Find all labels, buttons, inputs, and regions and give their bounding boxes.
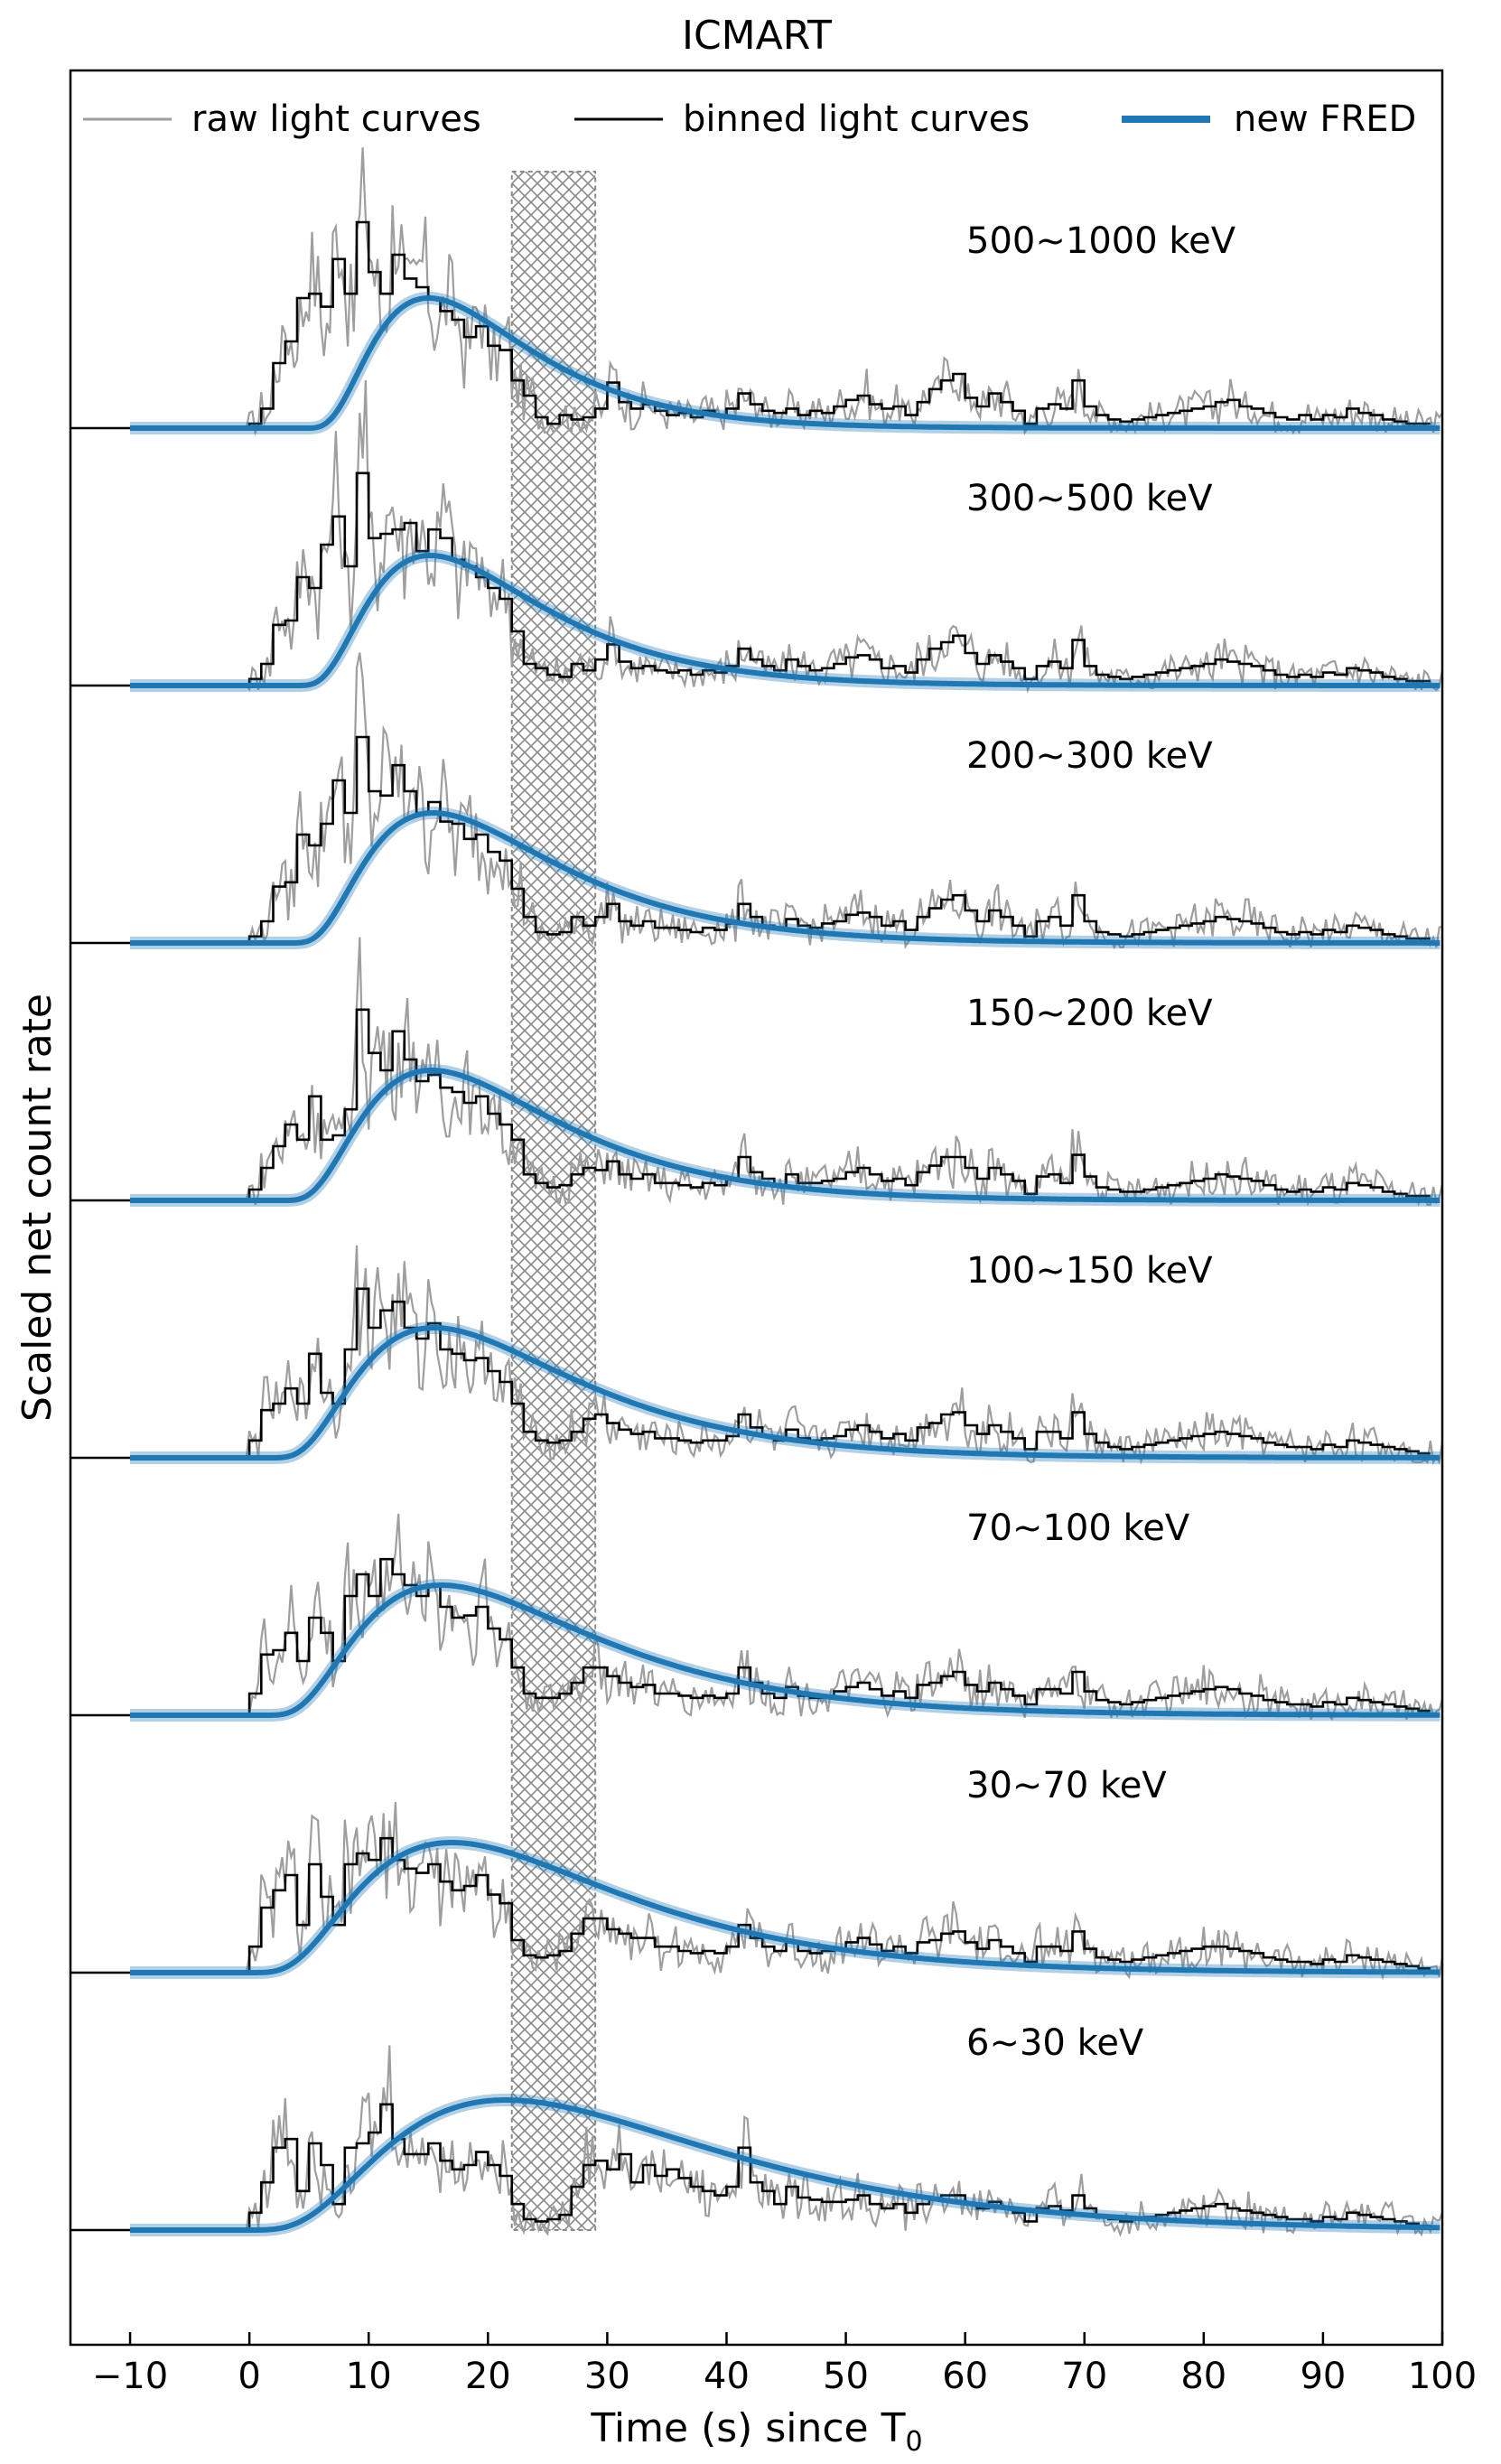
fred-model-curve [129, 2097, 1440, 2233]
energy-band-label: 30~70 keV [966, 1765, 1167, 1806]
series-layer: 500~1000 keV 300~500 keV 200~300 keV 150~20… [70, 147, 1442, 2238]
energy-band-label: 6~30 keV [966, 2022, 1144, 2064]
series-2: 300~500 keV [70, 380, 1442, 694]
binned-light-curve [130, 2103, 1431, 2232]
x-tick-label: 70 [1061, 2356, 1107, 2397]
series-8: 6~30 keV [70, 2022, 1442, 2238]
x-axis-label: Time (s) since T0 [590, 2405, 922, 2458]
shaded-interval-layer [510, 171, 597, 2231]
binned-light-curve [130, 735, 1431, 945]
y-axis-label: Scaled net count rate [14, 994, 61, 1422]
fred-model-curve [129, 553, 1440, 688]
fred-model-curve [129, 810, 1440, 946]
energy-band-label: 150~200 keV [966, 993, 1213, 1034]
energy-band-label: 70~100 keV [966, 1507, 1190, 1549]
x-tick-label: 80 [1180, 2356, 1226, 2397]
x-tick-label: −10 [92, 2356, 168, 2397]
fred-uncertainty-band [126, 1064, 1442, 1207]
raw-light-curve [130, 652, 1442, 950]
x-axis: −10 0 10 20 30 40 50 60 70 80 90 100 [92, 2332, 1477, 2397]
legend-fred-label: new FRED [1234, 98, 1416, 140]
legend-binned-label: binned light curves [683, 98, 1030, 140]
energy-band-label: 100~150 keV [966, 1250, 1213, 1292]
series-3: 200~300 keV [70, 652, 1442, 950]
plot-frame [69, 69, 1444, 2347]
series-7: 30~70 keV [70, 1765, 1442, 1981]
energy-band-label: 500~1000 keV [966, 220, 1236, 262]
raw-light-curve [130, 1245, 1442, 1466]
x-tick-label: 90 [1300, 2356, 1346, 2397]
binned-light-curve [130, 1287, 1431, 1460]
x-tick-label: 100 [1408, 2356, 1477, 2397]
legend: raw light curves binned light curves new… [83, 98, 1416, 140]
energy-band-label: 200~300 keV [966, 735, 1213, 777]
fred-model-curve [129, 1068, 1440, 1203]
x-tick-label: 30 [584, 2356, 630, 2397]
fred-model-curve [129, 1582, 1440, 1718]
x-tick-label: 40 [704, 2356, 750, 2397]
x-tick-label: 10 [346, 2356, 392, 2397]
legend-raw-label: raw light curves [191, 98, 481, 140]
shaded-interval [510, 171, 597, 2231]
fred-model-curve [129, 1325, 1440, 1461]
series-6: 70~100 keV [70, 1507, 1442, 1722]
chart-title: ICMART [682, 13, 832, 59]
energy-band-label: 300~500 keV [966, 478, 1213, 519]
raw-light-curve [130, 147, 1442, 436]
binned-light-curve [130, 471, 1431, 687]
fred-model-curve [129, 1840, 1440, 1975]
x-tick-label: 20 [465, 2356, 511, 2397]
x-tick-label: 50 [823, 2356, 869, 2397]
raw-light-curve [130, 937, 1442, 1207]
binned-light-curve [130, 1008, 1431, 1202]
series-5: 100~150 keV [70, 1245, 1442, 1466]
fred-model-curve [129, 295, 1440, 431]
x-tick-label: 60 [942, 2356, 988, 2397]
x-tick-label: 0 [238, 2356, 260, 2397]
raw-light-curve [130, 1513, 1442, 1722]
series-4: 150~200 keV [70, 937, 1442, 1207]
series-1: 500~1000 keV [70, 147, 1442, 436]
